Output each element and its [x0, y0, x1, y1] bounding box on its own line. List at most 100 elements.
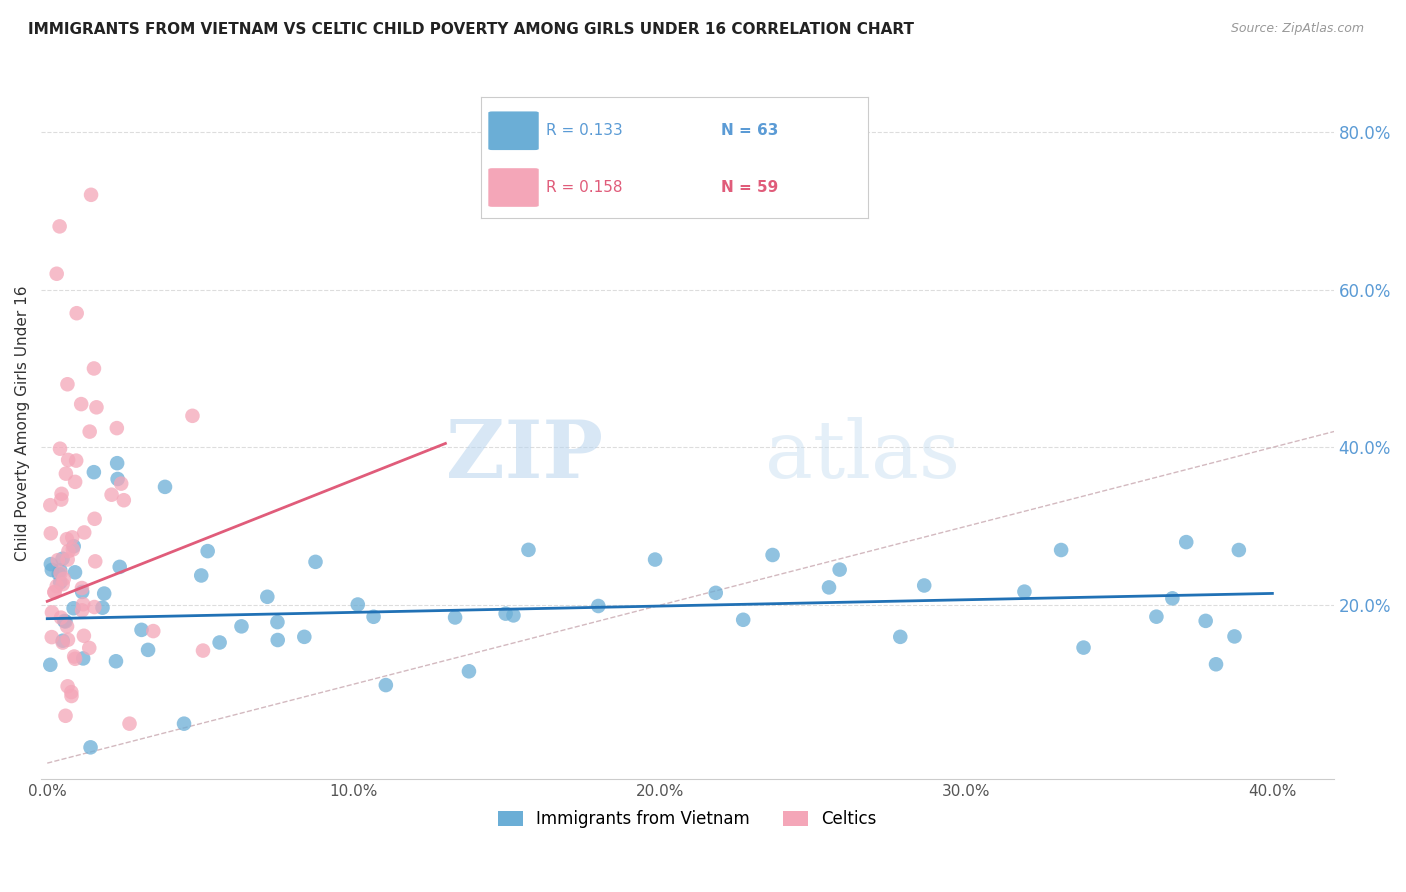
- Point: [83, 600, 105, 615]
- Point: [112, 493, 135, 508]
- Point: [267, 633, 290, 648]
- Point: [63, 652, 86, 666]
- Point: [83, 361, 105, 376]
- Point: [110, 476, 132, 491]
- Point: [517, 542, 540, 557]
- Point: [105, 456, 128, 470]
- Point: [55, 467, 77, 481]
- Point: [1227, 543, 1250, 558]
- Point: [51, 492, 73, 507]
- Point: [55, 708, 77, 723]
- Point: [62, 539, 84, 553]
- Y-axis label: Child Poverty Among Girls Under 16: Child Poverty Among Girls Under 16: [15, 286, 30, 561]
- Point: [63, 475, 86, 489]
- Point: [1223, 629, 1246, 643]
- Point: [70, 585, 93, 599]
- Point: [70, 603, 93, 617]
- Point: [39, 657, 62, 672]
- Point: [39, 498, 62, 512]
- Point: [70, 581, 93, 595]
- Point: [197, 544, 219, 558]
- Point: [1205, 657, 1227, 672]
- Point: [1014, 584, 1036, 599]
- Point: [41, 563, 63, 577]
- Point: [53, 614, 76, 628]
- Point: [79, 425, 101, 439]
- Point: [828, 563, 851, 577]
- Legend: Immigrants from Vietnam, Celtics: Immigrants from Vietnam, Celtics: [491, 803, 883, 835]
- Point: [1161, 591, 1184, 606]
- Point: [79, 740, 101, 755]
- Point: [55, 615, 77, 629]
- Point: [495, 607, 517, 621]
- Point: [45, 267, 67, 281]
- Text: IMMIGRANTS FROM VIETNAM VS CELTIC CHILD POVERTY AMONG GIRLS UNDER 16 CORRELATION: IMMIGRANTS FROM VIETNAM VS CELTIC CHILD …: [28, 22, 914, 37]
- Point: [173, 716, 195, 731]
- Point: [63, 649, 86, 664]
- Point: [39, 526, 62, 541]
- Point: [72, 651, 94, 665]
- Point: [39, 557, 62, 571]
- Point: [83, 465, 105, 479]
- Point: [56, 453, 79, 467]
- Point: [60, 689, 83, 703]
- Point: [104, 654, 127, 668]
- Point: [49, 610, 72, 624]
- Point: [444, 610, 467, 624]
- Point: [51, 487, 73, 501]
- Point: [105, 421, 128, 435]
- Point: [86, 401, 108, 415]
- Point: [60, 530, 83, 544]
- Point: [458, 665, 481, 679]
- Point: [733, 613, 755, 627]
- Point: [107, 472, 129, 486]
- Point: [52, 551, 75, 566]
- Point: [889, 630, 911, 644]
- Point: [912, 578, 935, 592]
- Point: [704, 586, 727, 600]
- Point: [66, 306, 89, 320]
- Point: [83, 512, 105, 526]
- Point: [136, 643, 159, 657]
- Point: [108, 559, 131, 574]
- Point: [52, 577, 75, 591]
- Point: [52, 633, 75, 648]
- Point: [44, 585, 66, 599]
- Point: [292, 630, 315, 644]
- Point: [49, 563, 72, 577]
- Point: [644, 552, 666, 566]
- Point: [374, 678, 396, 692]
- Text: ZIP: ZIP: [446, 417, 603, 495]
- Point: [52, 635, 75, 649]
- Point: [191, 643, 214, 657]
- Point: [73, 629, 96, 643]
- Point: [56, 532, 79, 546]
- Point: [256, 590, 278, 604]
- Point: [502, 608, 524, 623]
- Point: [761, 548, 783, 562]
- Point: [1175, 535, 1198, 549]
- Text: atlas: atlas: [765, 417, 960, 495]
- Point: [49, 566, 72, 581]
- Point: [70, 397, 93, 411]
- Point: [56, 377, 79, 392]
- Point: [304, 555, 326, 569]
- Point: [1073, 640, 1095, 655]
- Point: [56, 679, 79, 693]
- Point: [118, 716, 141, 731]
- Point: [100, 488, 122, 502]
- Point: [44, 585, 66, 599]
- Point: [48, 219, 70, 234]
- Point: [41, 606, 63, 620]
- Point: [41, 630, 63, 644]
- Point: [77, 640, 100, 655]
- Point: [363, 609, 385, 624]
- Point: [56, 619, 79, 633]
- Point: [1195, 614, 1218, 628]
- Point: [62, 542, 84, 557]
- Point: [63, 566, 86, 580]
- Point: [49, 442, 72, 456]
- Point: [231, 619, 253, 633]
- Point: [818, 581, 841, 595]
- Point: [52, 572, 75, 586]
